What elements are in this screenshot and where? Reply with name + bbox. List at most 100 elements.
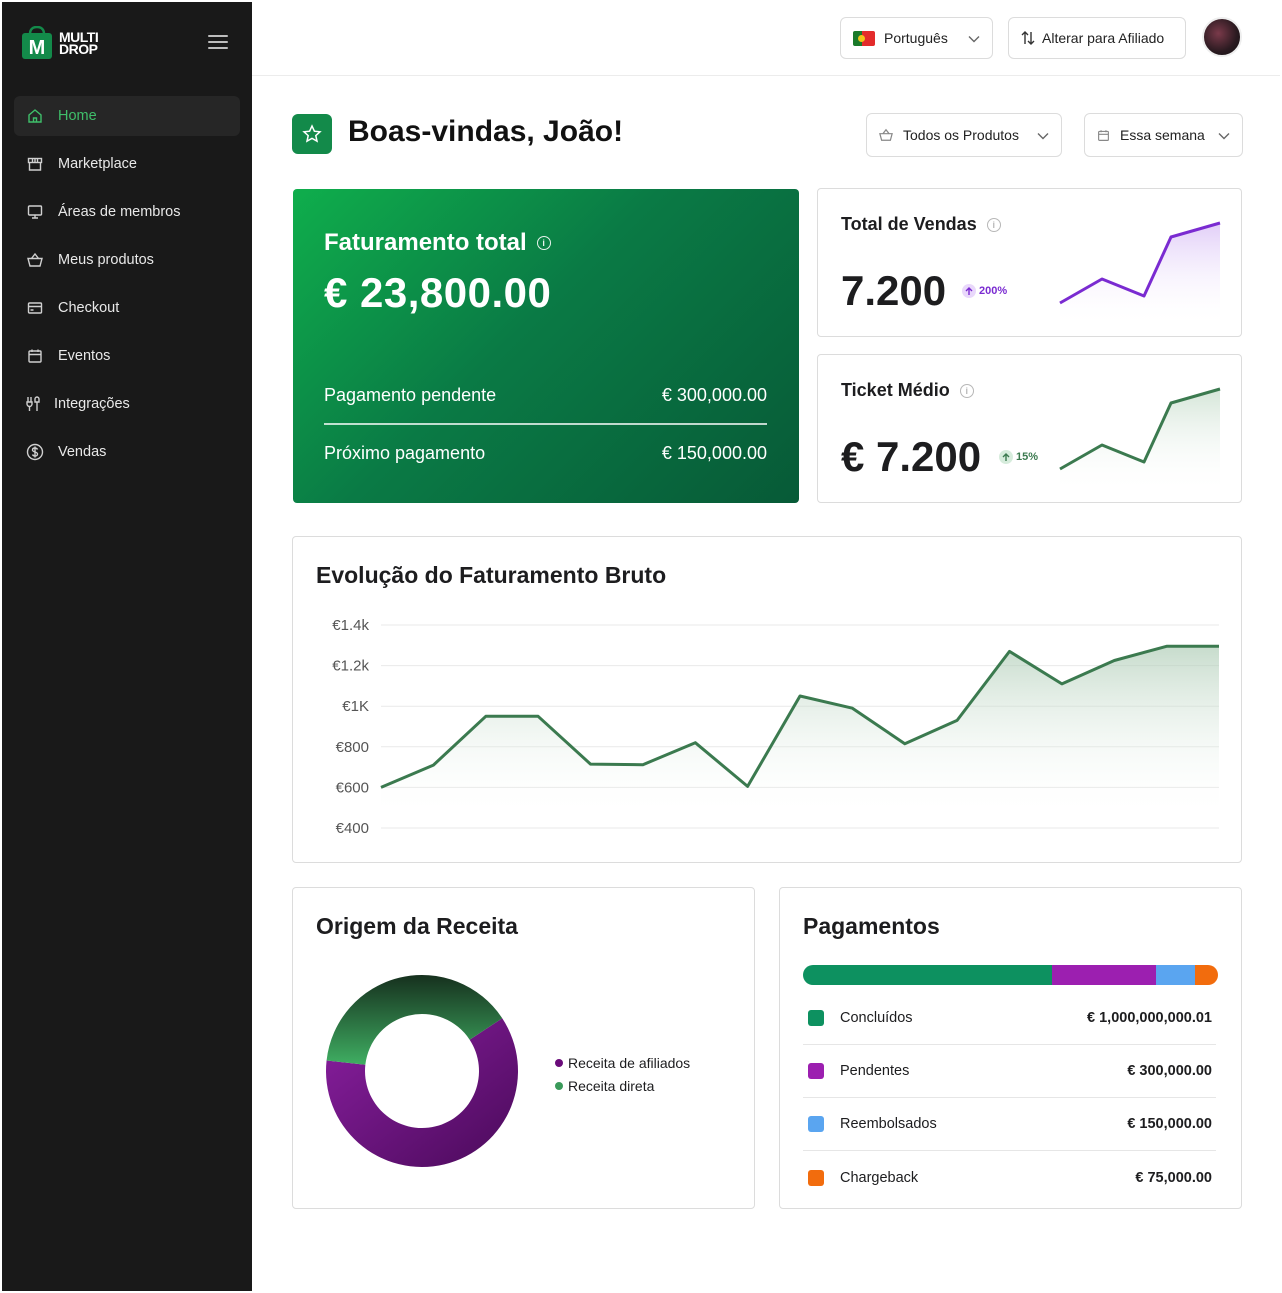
chevron-down-icon	[1218, 127, 1230, 143]
payment-row-reembolsados: Reembolsados € 150,000.00	[803, 1098, 1216, 1151]
sidebar-item-label: Marketplace	[58, 156, 137, 172]
topbar: Português Alterar para Afiliado	[252, 2, 1280, 76]
sidebar-nav: Home Marketplace Áreas de membros Meus p…	[14, 96, 240, 480]
payments-stacked-bar	[803, 965, 1218, 985]
sidebar-item-areas-membros[interactable]: Áreas de membros	[14, 192, 240, 232]
store-icon	[26, 155, 44, 173]
arrow-up-icon	[962, 284, 976, 298]
legend-item-affiliates: Receita de afiliados	[555, 1051, 690, 1074]
user-avatar[interactable]	[1202, 17, 1242, 57]
sidebar-item-checkout[interactable]: Checkout	[14, 288, 240, 328]
average-ticket-change-badge: 15%	[999, 450, 1038, 464]
sidebar-item-eventos[interactable]: Eventos	[14, 336, 240, 376]
revenue-total-value: € 23,800.00	[324, 269, 552, 316]
switch-affiliate-label: Alterar para Afiliado	[1042, 30, 1165, 46]
revenue-origin-card: Origem da Receita Receita de afiliados R…	[292, 887, 755, 1209]
logo-text: MULTI DROP	[59, 30, 99, 56]
sidebar-item-home[interactable]: Home	[14, 96, 240, 136]
payment-label: Pendentes	[840, 1063, 910, 1079]
brand-logo[interactable]: M MULTI DROP	[21, 25, 99, 60]
product-filter-select[interactable]: Todos os Produtos	[866, 113, 1062, 157]
period-filter-label: Essa semana	[1120, 127, 1205, 143]
payments-bar-segment	[1195, 965, 1218, 985]
legend-label: Receita direta	[568, 1077, 655, 1094]
legend-item-direct: Receita direta	[555, 1074, 690, 1097]
plug-icon	[24, 395, 42, 413]
divider	[324, 423, 767, 425]
total-sales-change: 200%	[979, 285, 1008, 297]
next-payment-row: Próximo pagamento € 150,000.00	[324, 443, 767, 464]
average-ticket-title: Ticket Médio i	[841, 380, 974, 401]
revenue-total-title-text: Faturamento total	[324, 229, 527, 256]
dollar-icon	[26, 443, 44, 461]
payment-label: Chargeback	[840, 1169, 919, 1186]
payment-label: Concluídos	[840, 1010, 913, 1026]
payment-row-chargeback: Chargeback € 75,000.00	[803, 1151, 1216, 1204]
gross-revenue-chart-title: Evolução do Faturamento Bruto	[316, 562, 667, 588]
sidebar-item-label: Eventos	[58, 348, 111, 364]
period-filter-select[interactable]: Essa semana	[1084, 113, 1243, 157]
gross-revenue-chart: €1.4k €1.2k €1K €800 €600 €400	[332, 617, 1220, 837]
sidebar-item-label: Áreas de membros	[58, 204, 181, 220]
basket-icon	[879, 128, 893, 142]
sidebar-item-label: Home	[58, 108, 97, 124]
revenue-total-card: Faturamento total i € 23,800.00 Pagament…	[293, 189, 799, 503]
revenue-origin-legend: Receita de afiliados Receita direta	[555, 1051, 690, 1097]
average-ticket-title-text: Ticket Médio	[841, 380, 950, 400]
y-tick-label: €400	[336, 820, 369, 837]
average-ticket-card: Ticket Médio i € 7.200 15%	[817, 354, 1242, 503]
sidebar-item-label: Integrações	[54, 396, 130, 412]
product-filter-label: Todos os Produtos	[903, 127, 1019, 143]
total-sales-sparkline	[1059, 221, 1221, 327]
chevron-down-icon	[968, 30, 980, 46]
payment-label: Reembolsados	[840, 1116, 937, 1132]
card-icon	[26, 299, 44, 317]
payments-bar-segment	[1052, 965, 1156, 985]
total-sales-change-badge: 200%	[962, 284, 1007, 298]
y-tick-label: €1.4k	[332, 617, 369, 634]
monitor-icon	[26, 203, 44, 221]
language-select[interactable]: Português	[840, 17, 993, 59]
sidebar-item-vendas[interactable]: Vendas	[14, 432, 240, 472]
average-ticket-change: 15%	[1016, 451, 1039, 463]
sidebar-item-meus-produtos[interactable]: Meus produtos	[14, 240, 240, 280]
legend-dot	[555, 1081, 563, 1090]
revenue-total-title: Faturamento total i	[324, 229, 551, 257]
average-ticket-value: € 7.200	[841, 433, 982, 480]
total-sales-title-text: Total de Vendas	[841, 214, 977, 234]
pending-payment-value: € 300,000.00	[661, 385, 767, 405]
calendar-icon	[1097, 129, 1110, 142]
payment-value: € 300,000.00	[1127, 1063, 1212, 1079]
portugal-flag-icon	[853, 30, 875, 46]
info-icon[interactable]: i	[959, 383, 974, 398]
sidebar-item-marketplace[interactable]: Marketplace	[14, 144, 240, 184]
payment-value: € 1,000,000,000.01	[1087, 1010, 1212, 1026]
switch-affiliate-button[interactable]: Alterar para Afiliado	[1008, 17, 1186, 59]
color-swatch	[808, 1010, 824, 1026]
sidebar-item-label: Meus produtos	[58, 252, 154, 268]
swap-arrows-icon	[1021, 30, 1035, 46]
page-title: Boas-vindas, João!	[348, 115, 624, 148]
info-icon[interactable]: i	[536, 236, 551, 250]
sidebar-item-integracoes[interactable]: Integrações	[14, 384, 240, 424]
pending-payment-label: Pagamento pendente	[324, 385, 497, 405]
logo-bag-icon: M	[21, 25, 53, 60]
payment-row-concluidos: Concluídos € 1,000,000,000.01	[803, 992, 1216, 1045]
total-sales-card: Total de Vendas i 7.200 200%	[817, 188, 1242, 337]
color-swatch	[808, 1116, 824, 1132]
y-tick-label: €800	[336, 739, 369, 756]
sidebar-item-label: Vendas	[58, 444, 107, 460]
total-sales-value: 7.200	[841, 267, 947, 314]
home-icon	[26, 107, 44, 125]
star-icon	[292, 114, 332, 154]
calendar-icon	[26, 347, 44, 365]
payments-title: Pagamentos	[803, 913, 940, 939]
y-tick-label: €600	[336, 779, 369, 796]
svg-text:M: M	[29, 37, 46, 59]
payment-row-pendentes: Pendentes € 300,000.00	[803, 1045, 1216, 1098]
menu-toggle-icon[interactable]	[208, 35, 228, 51]
next-payment-value: € 150,000.00	[661, 443, 767, 463]
info-icon[interactable]: i	[986, 217, 1001, 232]
payments-bar-segment	[803, 965, 1052, 985]
payments-bar-segment	[1155, 965, 1196, 985]
